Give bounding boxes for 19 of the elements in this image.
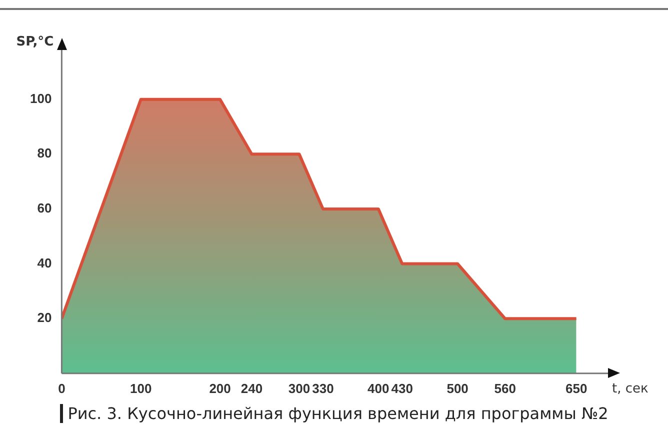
- x-tick-label: 100: [130, 380, 152, 396]
- x-axis-title: t, сек: [612, 381, 649, 396]
- x-tick-label: 430: [391, 380, 413, 396]
- x-tick-label: 330: [312, 380, 334, 396]
- x-tick-label: 300: [288, 380, 310, 396]
- text: Рис. 3. Кусочно-линейная функция времени для программы №2: [60, 404, 608, 423]
- x-tick-label: 650: [565, 380, 588, 396]
- x-tick-label: 500: [446, 380, 468, 396]
- y-tick-label: 20: [37, 310, 52, 326]
- y-axis-title: SP,°C: [16, 34, 54, 50]
- y-tick-label: 60: [37, 200, 52, 216]
- y-tick-label: 40: [37, 255, 52, 270]
- x-tick-label: 200: [209, 380, 231, 396]
- y-tick-label: 80: [37, 146, 52, 161]
- x-tick-label: 560: [494, 380, 516, 396]
- x-tick-label: 400: [368, 380, 390, 396]
- x-tick-label: 0: [58, 380, 66, 396]
- y-tick-label: 100: [30, 90, 52, 106]
- x-tick-label: 240: [240, 380, 263, 396]
